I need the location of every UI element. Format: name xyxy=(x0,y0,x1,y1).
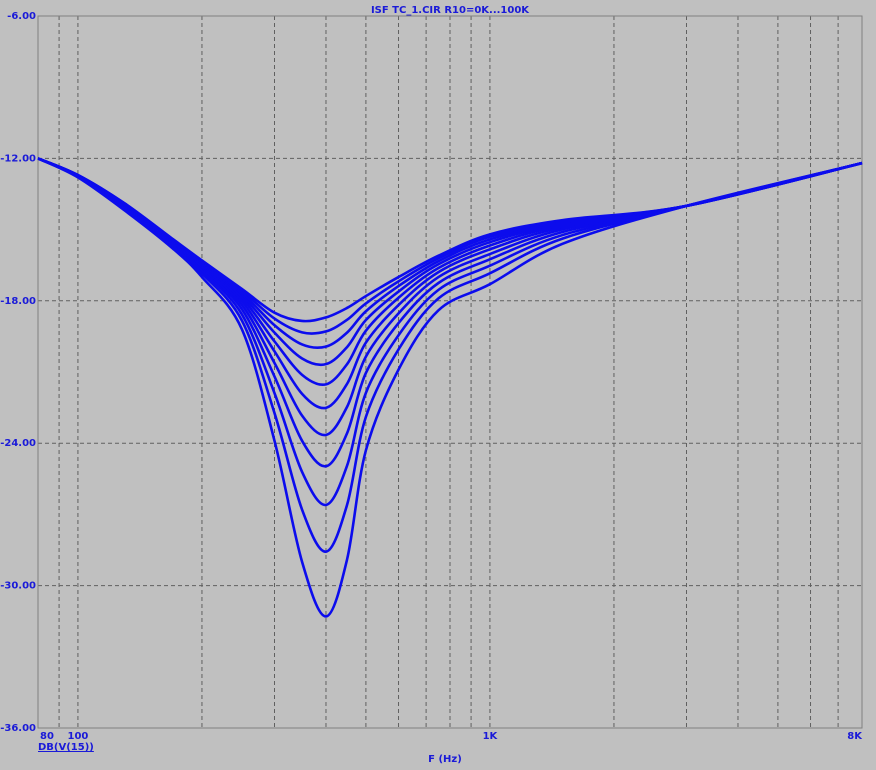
y-tick-label: -6.00 xyxy=(7,11,36,22)
plot-frame xyxy=(37,15,863,729)
x-tick-label: 80 xyxy=(40,731,54,742)
data-line xyxy=(37,157,863,618)
y-tick-label: -36.00 xyxy=(0,723,36,734)
x-axis-label: F (Hz) xyxy=(428,754,462,765)
x-tick-label: 8K xyxy=(847,731,863,742)
y-tick-label: -12.00 xyxy=(0,153,36,164)
chart-title: ISF TC_1.CIR R10=0K...100K xyxy=(371,5,530,16)
y-tick-label: -30.00 xyxy=(0,581,36,592)
data-line xyxy=(37,157,863,553)
y-axis-label: DB(V(15)) xyxy=(38,742,94,753)
y-tick-label: -24.00 xyxy=(0,438,36,449)
y-tick-label: -18.00 xyxy=(0,296,36,307)
x-tick-label: 1K xyxy=(483,731,499,742)
x-tick-label: 100 xyxy=(67,731,88,742)
